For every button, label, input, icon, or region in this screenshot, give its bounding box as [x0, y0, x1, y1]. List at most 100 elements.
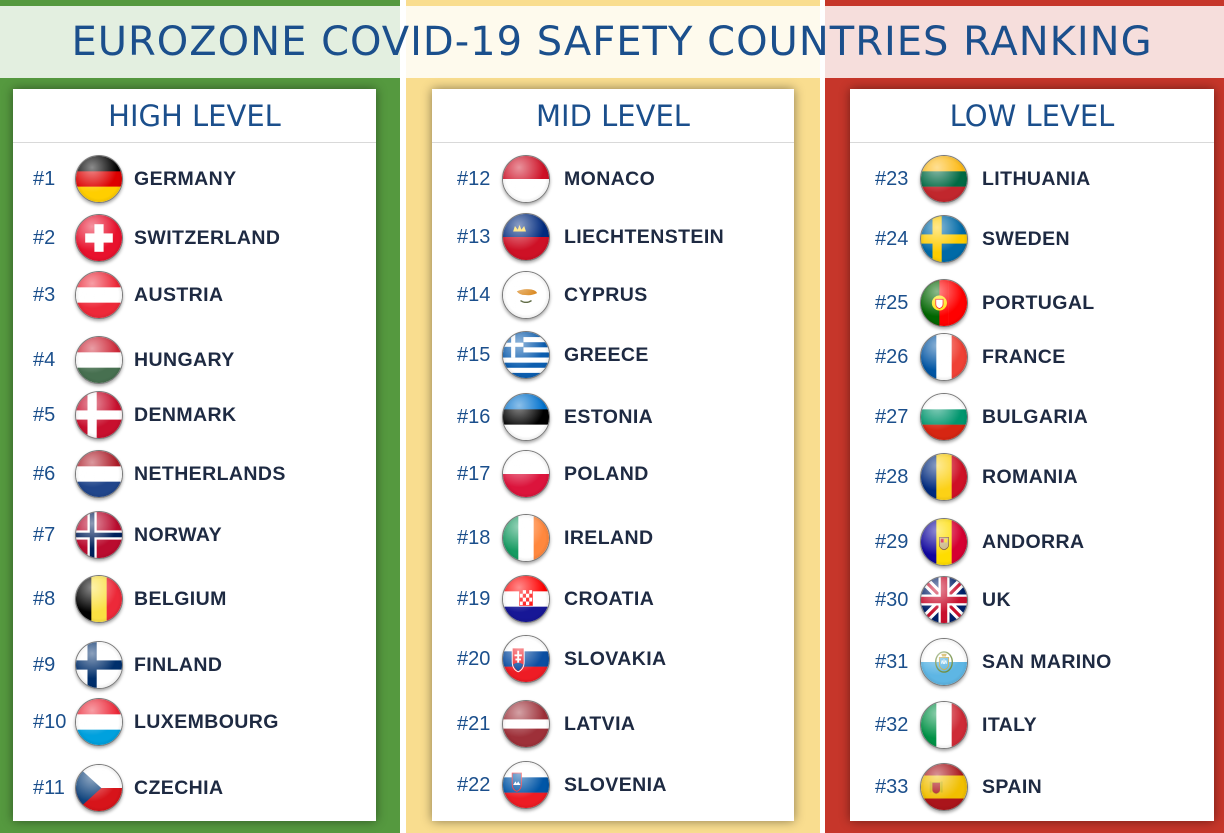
latvia-flag-icon: [502, 700, 550, 748]
country-name: CYPRUS: [564, 283, 648, 306]
country-name: FRANCE: [982, 345, 1066, 368]
rank-label: #4: [33, 348, 56, 371]
rank-label: #14: [457, 283, 491, 306]
list-item: #22 SLOVENIA: [432, 757, 794, 813]
rank-label: #25: [875, 291, 909, 314]
netherlands-flag-icon: [75, 450, 123, 498]
rank-label: #17: [457, 462, 491, 485]
country-name: SPAIN: [982, 775, 1043, 798]
list-item: #1 GERMANY: [13, 151, 376, 207]
cyprus-flag-icon: [502, 271, 550, 319]
high-level-heading: HIGH LEVEL: [108, 98, 281, 133]
denmark-flag-icon: [75, 391, 123, 439]
list-item: #24 SWEDEN: [850, 211, 1214, 267]
country-name: ROMANIA: [982, 465, 1078, 488]
country-name: SWEDEN: [982, 227, 1070, 250]
rank-label: #30: [875, 588, 909, 611]
greece-flag-icon: [502, 331, 550, 379]
finland-flag-icon: [75, 641, 123, 689]
country-name: FINLAND: [134, 653, 223, 676]
list-item: #32 ITALY: [850, 697, 1214, 753]
andorra-flag-icon: [920, 518, 968, 566]
country-name: SAN MARINO: [982, 650, 1112, 673]
list-item: #13 LIECHTENSTEIN: [432, 209, 794, 265]
croatia-flag-icon: [502, 575, 550, 623]
rank-label: #24: [875, 227, 909, 250]
country-name: ITALY: [982, 713, 1038, 736]
country-name: LIECHTENSTEIN: [564, 225, 725, 248]
rank-label: #12: [457, 167, 491, 190]
romania-flag-icon: [920, 453, 968, 501]
list-item: #3 AUSTRIA: [13, 267, 376, 323]
country-name: AUSTRIA: [134, 283, 224, 306]
san-marino-flag-icon: [920, 638, 968, 686]
title-bar: EUROZONE COVID-19 SAFETY COUNTRIES RANKI…: [0, 6, 1224, 78]
list-item: #15 GREECE: [432, 327, 794, 383]
rank-label: #32: [875, 713, 909, 736]
list-item: #11 CZECHIA: [13, 760, 376, 816]
slovenia-flag-icon: [502, 761, 550, 809]
sweden-flag-icon: [920, 215, 968, 263]
rank-label: #9: [33, 653, 56, 676]
list-item: #30 UK: [850, 572, 1214, 628]
italy-flag-icon: [920, 701, 968, 749]
spain-flag-icon: [920, 763, 968, 811]
rank-label: #6: [33, 462, 56, 485]
country-name: NETHERLANDS: [134, 462, 286, 485]
page-title: EUROZONE COVID-19 SAFETY COUNTRIES RANKI…: [71, 19, 1153, 65]
country-name: GREECE: [564, 343, 649, 366]
list-item: #14 CYPRUS: [432, 267, 794, 323]
country-name: SWITZERLAND: [134, 226, 281, 249]
belgium-flag-icon: [75, 575, 123, 623]
list-item: #28 ROMANIA: [850, 449, 1214, 505]
estonia-flag-icon: [502, 393, 550, 441]
luxembourg-flag-icon: [75, 698, 123, 746]
mid-level-heading: MID LEVEL: [536, 98, 690, 133]
country-name: LUXEMBOURG: [134, 710, 279, 733]
panel-header: MID LEVEL: [432, 89, 794, 143]
norway-flag-icon: [75, 511, 123, 559]
list-item: #12 MONACO: [432, 151, 794, 207]
switzerland-flag-icon: [75, 214, 123, 262]
hungary-flag-icon: [75, 336, 123, 384]
rank-label: #2: [33, 226, 56, 249]
rank-label: #23: [875, 167, 909, 190]
country-name: BULGARIA: [982, 405, 1089, 428]
panel-header: LOW LEVEL: [850, 89, 1214, 143]
list-item: #21 LATVIA: [432, 696, 794, 752]
country-name: ESTONIA: [564, 405, 654, 428]
liechtenstein-flag-icon: [502, 213, 550, 261]
rank-label: #1: [33, 167, 56, 190]
country-name: HUNGARY: [134, 348, 235, 371]
list-item: #20 SLOVAKIA: [432, 631, 794, 687]
rank-label: #10: [33, 710, 67, 733]
low-level-heading: LOW LEVEL: [949, 98, 1115, 133]
rank-label: #20: [457, 647, 491, 670]
rank-label: #18: [457, 526, 491, 549]
rank-label: #16: [457, 405, 491, 428]
country-name: CROATIA: [564, 587, 655, 610]
rank-label: #28: [875, 465, 909, 488]
panel-header: HIGH LEVEL: [13, 89, 376, 143]
list-item: #5 DENMARK: [13, 387, 376, 443]
list-item: #18 IRELAND: [432, 510, 794, 566]
list-item: #29 ANDORRA: [850, 514, 1214, 570]
list-item: #6 NETHERLANDS: [13, 446, 376, 502]
rank-label: #26: [875, 345, 909, 368]
czechia-flag-icon: [75, 764, 123, 812]
list-item: #33 SPAIN: [850, 759, 1214, 815]
slovakia-flag-icon: [502, 635, 550, 683]
list-item: #8 BELGIUM: [13, 571, 376, 627]
country-name: SLOVAKIA: [564, 647, 667, 670]
list-item: #7 NORWAY: [13, 507, 376, 563]
list-item: #17 POLAND: [432, 446, 794, 502]
country-name: LATVIA: [564, 712, 636, 735]
germany-flag-icon: [75, 155, 123, 203]
rank-label: #11: [33, 776, 65, 799]
rank-label: #3: [33, 283, 56, 306]
monaco-flag-icon: [502, 155, 550, 203]
mid-level-panel: MID LEVEL #12 MONACO #13 LIECHTENSTEIN #14 CY…: [432, 89, 794, 821]
country-name: LITHUANIA: [982, 167, 1091, 190]
country-name: BELGIUM: [134, 587, 227, 610]
rank-label: #5: [33, 403, 56, 426]
